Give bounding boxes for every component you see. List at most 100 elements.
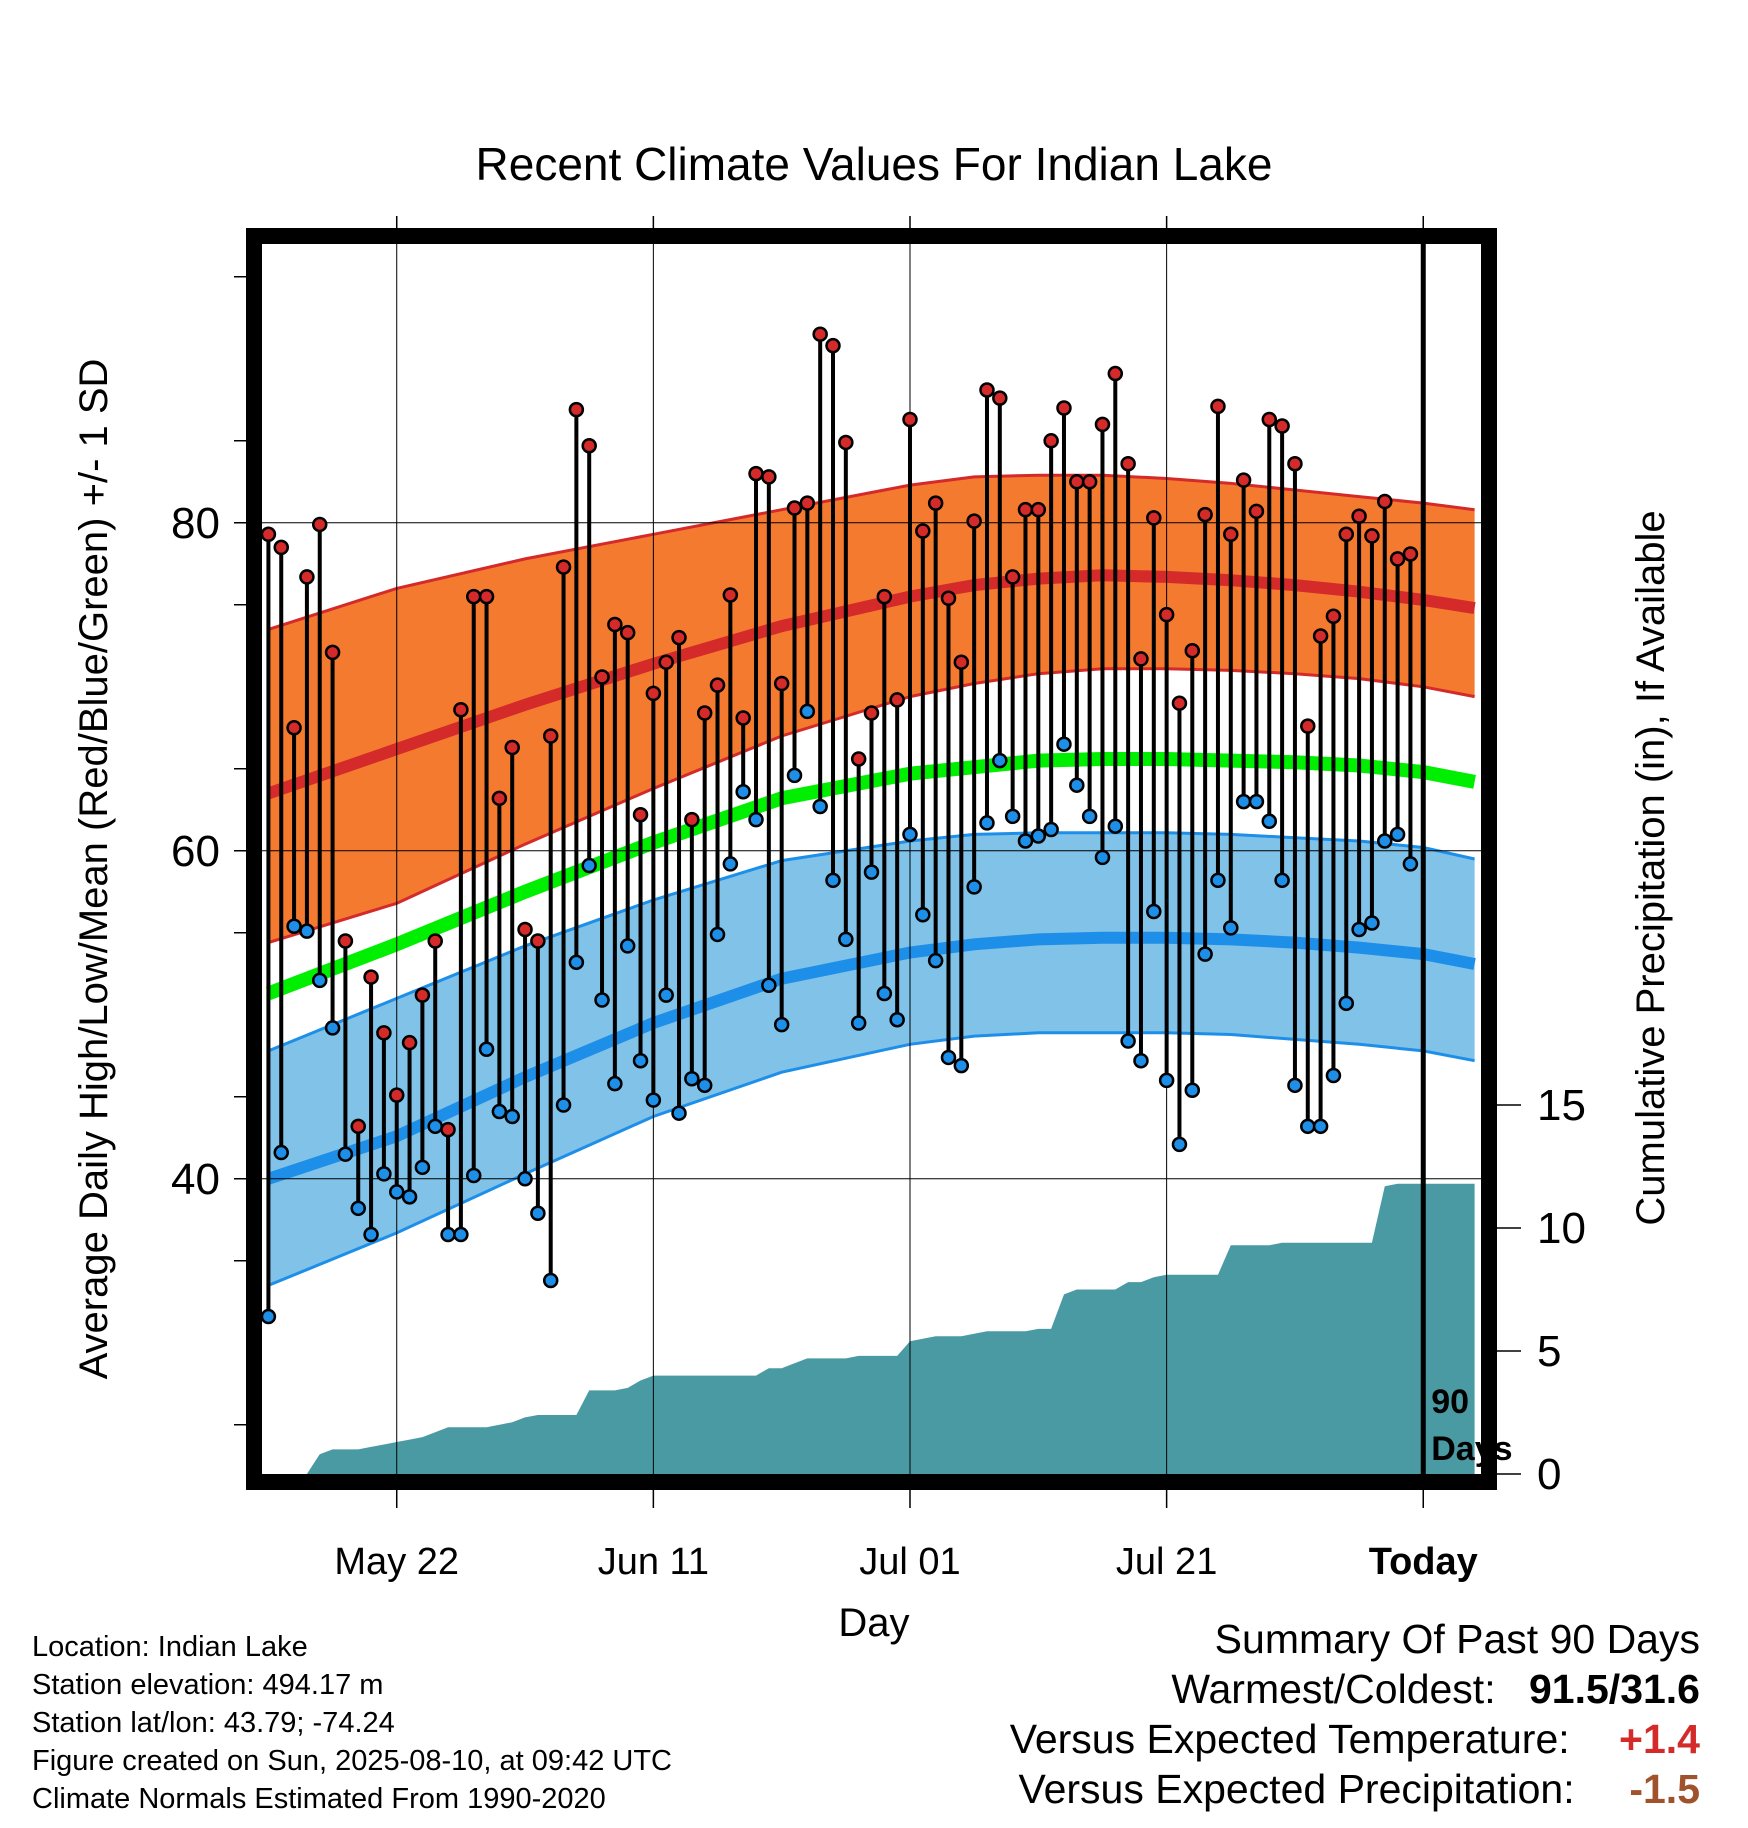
precip-area bbox=[268, 1183, 1475, 1474]
obs-low-point bbox=[517, 1171, 533, 1187]
obs-low-point bbox=[1364, 915, 1380, 931]
obs-high-point bbox=[286, 720, 302, 736]
obs-high-point bbox=[1287, 456, 1303, 472]
obs-high-point bbox=[1120, 456, 1136, 472]
obs-high-point bbox=[465, 588, 482, 605]
obs-low-point bbox=[1325, 1067, 1342, 1084]
obs-high-point bbox=[376, 1025, 392, 1041]
obs-high-point bbox=[427, 933, 443, 949]
obs-low-point bbox=[1184, 1082, 1201, 1098]
obs-low-point bbox=[530, 1205, 546, 1221]
obs-low-point bbox=[722, 856, 739, 872]
obs-low-point bbox=[1017, 833, 1034, 849]
obs-high-point bbox=[530, 933, 546, 949]
obs-low-point bbox=[915, 907, 931, 923]
precip-label: Versus Expected Precipitation: bbox=[1018, 1766, 1575, 1812]
obs-low-point bbox=[1210, 872, 1226, 889]
obs-low-point bbox=[1081, 808, 1098, 825]
obs-high-point bbox=[504, 739, 520, 756]
obs-low-point bbox=[1043, 821, 1059, 838]
obs-high-point bbox=[748, 465, 764, 482]
obs-low-point bbox=[607, 1075, 623, 1092]
obs-low-point bbox=[953, 1057, 970, 1074]
obs-low-point bbox=[414, 1159, 431, 1176]
summary-precip-row: Versus Expected Precipitation: -1.5 bbox=[1010, 1764, 1701, 1814]
obs-high-point bbox=[414, 987, 431, 1003]
elevation-text: Station elevation: 494.17 m bbox=[32, 1669, 384, 1701]
obs-high-point bbox=[568, 401, 585, 418]
temp-anomaly-value: +1.4 bbox=[1619, 1716, 1700, 1762]
marker-label-unit: Days bbox=[1431, 1430, 1512, 1468]
obs-low-point bbox=[1312, 1118, 1329, 1135]
obs-high-point bbox=[1351, 508, 1367, 524]
high-sd-band-upper-edge bbox=[267, 473, 1475, 631]
obs-high-point bbox=[542, 728, 559, 744]
precip-anomaly-value: -1.5 bbox=[1629, 1766, 1700, 1812]
obs-high-point bbox=[1338, 526, 1355, 543]
obs-high-point bbox=[1094, 416, 1111, 433]
low-sd-band bbox=[268, 832, 1475, 1286]
obs-high-point bbox=[273, 539, 289, 556]
obs-high-point bbox=[517, 921, 533, 938]
obs-high-point bbox=[1389, 551, 1406, 567]
obs-high-point bbox=[363, 969, 379, 985]
y2-tick-label: 5 bbox=[1537, 1327, 1561, 1376]
obs-low-point bbox=[876, 985, 893, 1002]
obs-low-point bbox=[504, 1108, 520, 1125]
obs-low-point bbox=[1377, 833, 1393, 849]
obs-high-point bbox=[966, 513, 982, 529]
obs-low-point bbox=[1133, 1052, 1149, 1069]
y-axis-label: Average Daily High/Low/Mean (Red/Blue/Gr… bbox=[72, 359, 116, 1380]
obs-low-point bbox=[1338, 995, 1355, 1012]
y-tick-label: 60 bbox=[171, 827, 220, 876]
obs-high-point bbox=[1017, 501, 1034, 518]
obs-low-point bbox=[440, 1226, 456, 1243]
obs-low-point bbox=[581, 857, 597, 874]
obs-low-point bbox=[850, 1015, 867, 1031]
obs-high-point bbox=[1056, 400, 1072, 416]
obs-high-point bbox=[825, 337, 841, 354]
obs-high-point bbox=[1171, 695, 1188, 711]
obs-low-point bbox=[1351, 921, 1367, 938]
obs-low-point bbox=[363, 1226, 379, 1243]
obs-low-point bbox=[696, 1077, 713, 1094]
obs-low-point bbox=[1069, 777, 1085, 793]
obs-high-point bbox=[876, 588, 893, 605]
obs-low-point bbox=[1402, 856, 1419, 872]
obs-low-point bbox=[645, 1092, 662, 1108]
obs-low-point bbox=[709, 926, 726, 943]
obs-low-point bbox=[812, 798, 828, 815]
obs-low-point bbox=[992, 752, 1008, 769]
warmest-value: 91.5/31.6 bbox=[1529, 1666, 1700, 1712]
obs-low-point bbox=[838, 931, 854, 948]
obs-low-point bbox=[966, 879, 982, 895]
obs-low-point bbox=[453, 1226, 469, 1243]
x-tick-label: Jul 01 bbox=[859, 1541, 960, 1583]
chart-title: Recent Climate Values For Indian Lake bbox=[476, 138, 1273, 190]
obs-high-point bbox=[491, 790, 508, 807]
obs-high-point bbox=[927, 495, 944, 511]
obs-high-point bbox=[619, 624, 636, 641]
obs-high-point bbox=[684, 811, 700, 828]
obs-low-point bbox=[1094, 849, 1111, 866]
obs-high-point bbox=[889, 692, 905, 708]
y2-tick-label: 10 bbox=[1537, 1204, 1586, 1253]
obs-low-point bbox=[299, 923, 315, 939]
obs-low-point bbox=[671, 1105, 687, 1121]
obs-low-point bbox=[799, 703, 816, 720]
obs-high-point bbox=[799, 495, 816, 511]
obs-low-point bbox=[761, 977, 777, 994]
obs-low-point bbox=[940, 1049, 957, 1066]
obs-low-point bbox=[286, 918, 302, 934]
obs-high-point bbox=[453, 702, 469, 718]
obs-high-point bbox=[555, 559, 572, 575]
obs-low-point bbox=[388, 1184, 405, 1200]
obs-high-point bbox=[1197, 506, 1213, 523]
low-sd-band-lower-edge bbox=[267, 1031, 1475, 1287]
obs-high-point bbox=[388, 1087, 405, 1103]
obs-low-point bbox=[1056, 736, 1072, 752]
x-tick-label: May 22 bbox=[334, 1541, 459, 1583]
obs-high-point bbox=[992, 390, 1008, 406]
obs-high-point bbox=[1261, 411, 1278, 428]
obs-low-point bbox=[594, 992, 610, 1008]
